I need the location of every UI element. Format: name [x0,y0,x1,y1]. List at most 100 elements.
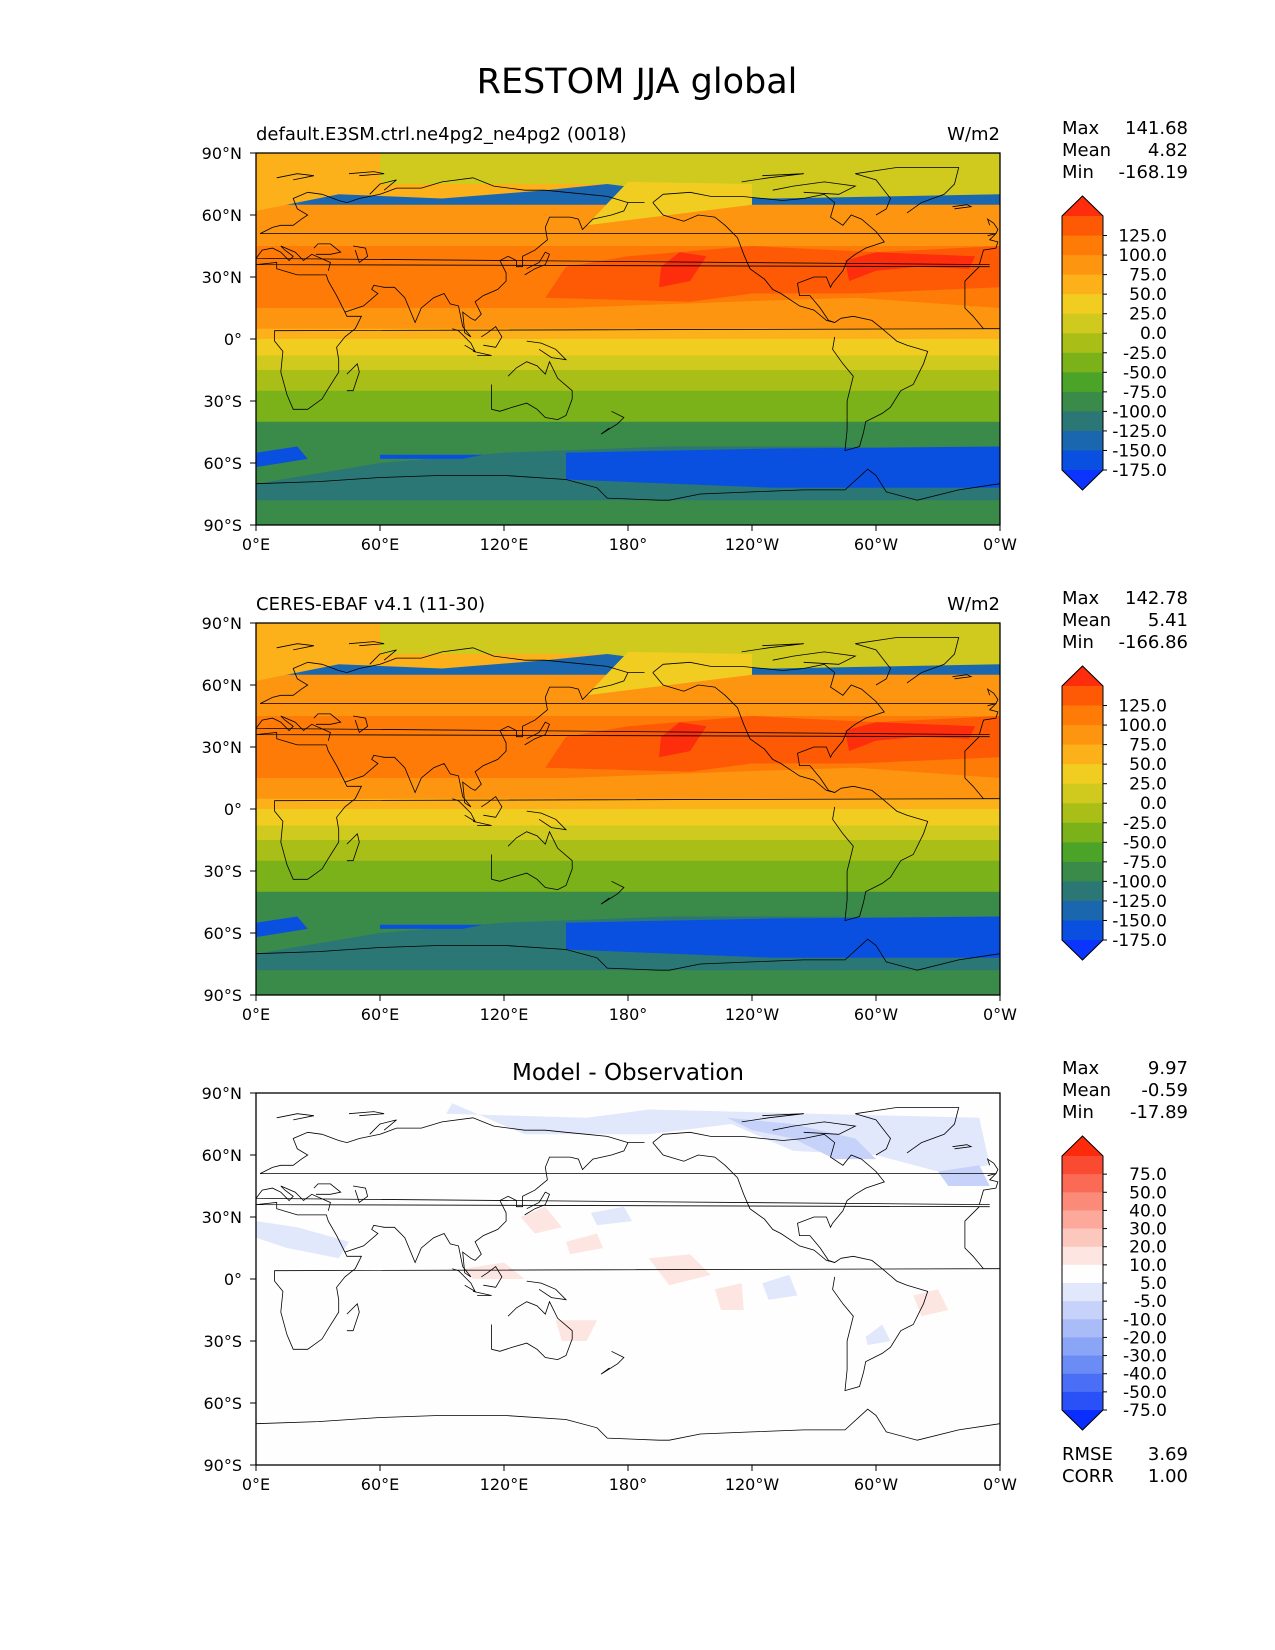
coastline [952,1144,973,1150]
coastline [526,340,568,361]
coastlines [256,637,1000,971]
colorbar-tick-label: 5.0 [1140,1274,1167,1294]
coastline [346,1303,360,1332]
lat-tick-label: 90°N [202,1084,242,1103]
lon-tick-label: 60°W [854,535,898,554]
colorbar-tick-label: 100.0 [1118,246,1167,266]
coastline [313,1183,342,1195]
stat-mean-label: Mean [1062,140,1111,161]
lat-tick-label: 30°N [202,738,242,757]
coastline [652,202,835,323]
colorbar-tick-label: -75.0 [1123,1401,1167,1421]
colorbar-tick-label: 25.0 [1129,775,1167,795]
coastline [276,1113,314,1121]
coastline [526,1280,568,1301]
colorbar-tick-label: 100.0 [1118,716,1167,736]
lat-tick-label: 90°N [202,614,242,633]
colorbar-tick-label: 50.0 [1129,755,1167,775]
panel-model-lat-axis: 90°N 60°N 30°N 0° 30°S 60°S 90°S [202,144,256,535]
contour-region [659,252,707,288]
lat-tick-label: 30°N [202,268,242,287]
coastline [652,191,885,323]
colorbar-segment [1062,1373,1103,1393]
lon-tick-label: 60°E [361,535,399,554]
coastline [952,204,973,210]
coastline [346,363,360,392]
coastline [491,360,573,421]
coastline [348,171,385,177]
coastline [353,715,369,734]
coastline [741,173,804,183]
stat-min-value: -17.89 [1130,1102,1188,1123]
lon-tick-label: 0°W [983,1005,1017,1024]
panel-model-units: W/m2 [947,124,1000,145]
colorbar-tick-label: 75.0 [1129,736,1167,756]
coastline [772,181,857,195]
contour-region [590,1206,633,1226]
colorbar-tick-label: -75.0 [1123,383,1167,403]
coastline [256,1142,990,1278]
coastline [772,1121,857,1135]
coastline [652,1131,885,1263]
colorbar-tick-label: 75.0 [1129,1165,1167,1185]
coastline [986,1158,999,1177]
panel-diff-lon-axis: 0°E 60°E 120°E 180° 120°W 60°W 0°W [242,1465,1017,1494]
colorbar-segment [1062,274,1103,295]
colorbar-tick-label: -5.0 [1134,1292,1167,1312]
lon-tick-label: 120°E [480,1475,529,1494]
coastline [256,468,1000,501]
lat-tick-label: 60°S [203,454,242,473]
colorbar-segment [1062,1301,1103,1320]
lon-tick-label: 120°E [480,1005,529,1024]
lat-tick-label: 60°N [202,1146,242,1165]
panel-obs-units: W/m2 [947,594,1000,615]
colorbar-segment [1062,764,1103,785]
stat-mean-label: Mean [1062,1080,1111,1101]
colorbar-tick-label: 0.0 [1140,324,1167,344]
coastline [526,810,568,831]
colorbar-segment [1062,313,1103,334]
colorbar-segment [1062,1228,1103,1248]
stat-max-value: 141.68 [1125,118,1188,139]
colorbar-segment [1062,1264,1103,1284]
colorbar-segment [1062,783,1103,804]
coastline [369,649,397,665]
panel-diff-lat-axis: 90°N 60°N 30°N 0° 30°S 60°S 90°S [202,1084,256,1475]
coastlines [256,1107,1000,1441]
lat-tick-label: 30°S [203,1332,242,1351]
colorbar-segment [1062,430,1103,451]
coastline [452,798,477,823]
colorbar-tick-label: -10.0 [1123,1310,1167,1330]
colorbar-tick-label: -25.0 [1123,344,1167,364]
stat-min-value: -166.86 [1119,632,1188,653]
coastline [256,938,1000,971]
coastline [276,173,314,181]
colorbar-segment [1062,744,1103,765]
coastline [259,647,999,735]
stat-min-label: Min [1062,1102,1094,1123]
contour-region [762,1274,798,1300]
stat-max-label: Max [1062,588,1100,609]
panel-difference: Model - Observation 90°N 60°N 30°N 0° 30°S 60… [202,1058,1188,1494]
coastline [524,1191,551,1216]
colorbar-tick-label: 125.0 [1118,697,1167,717]
colorbar-tick-label: -50.0 [1123,833,1167,853]
panel-diff-extra-stats: RMSE 3.69 CORR 1.00 [1062,1444,1188,1487]
colorbar-segment [1062,881,1103,902]
colorbar-segment [1062,1391,1103,1411]
colorbar-segment [1062,900,1103,921]
contour-region [865,1324,891,1346]
colorbar-tick-label: 0.0 [1140,794,1167,814]
panel-diff-stats: Max 9.97 Mean -0.59 Min -17.89 [1062,1058,1188,1123]
colorbar-tick-label: -175.0 [1112,461,1167,481]
colorbar-segment [1062,294,1103,315]
colorbar-segment [1062,391,1103,412]
coastline [855,1107,960,1156]
colorbar-tick-label: -75.0 [1123,853,1167,873]
colorbar-tick-label: -100.0 [1112,402,1167,422]
panel-model-map [255,152,1001,526]
coastline [481,796,503,818]
lon-tick-label: 0°E [242,1475,270,1494]
contour-region [586,181,752,226]
contour-region [256,500,1000,525]
